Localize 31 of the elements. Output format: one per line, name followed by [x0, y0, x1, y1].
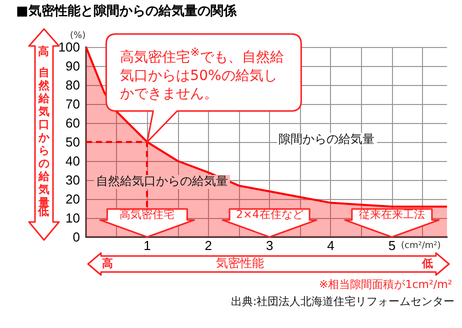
annotation: 高気密住宅 [120, 208, 175, 222]
annotation: 高気密住宅$^{※}$でも、自然給気口からは50%の給気しかできません。 [120, 45, 285, 104]
x-tick-label: 2 [204, 238, 212, 253]
y-tick-label: 80 [66, 78, 80, 92]
y-tick-label: 20 [66, 192, 80, 206]
y-tick-label: 40 [66, 154, 80, 168]
annotation: 従来在来工法 [358, 208, 425, 222]
text: 高 [38, 45, 49, 59]
x-tick-label: 5 [388, 238, 396, 253]
x-tick-label: 4 [327, 238, 334, 253]
y-tick-label: 70 [66, 96, 80, 112]
y-tick-label: 90 [66, 58, 80, 74]
chart-title: ■気密性能と隙間からの給気量の関係 [16, 4, 236, 20]
y-tick-label: 50 [66, 134, 80, 150]
text: (cm²/m²) [401, 241, 441, 252]
text: 高 [102, 257, 113, 271]
y-tick-label: 0 [72, 230, 80, 244]
x-tick-label: 1 [144, 238, 151, 253]
annotation: 隙間からの給気量 [276, 132, 376, 146]
y-tick-label: 60 [66, 116, 80, 130]
text: (%) [70, 31, 86, 42]
y-axis-title: 自然給気口からの給気量 [94, 174, 230, 189]
text: ※相当隙間面積が1cm²/m² [319, 278, 452, 292]
source-note: 出典:社団法人北海道住宅リフォームセンター [231, 295, 455, 309]
y-tick-label: 100 [58, 40, 80, 54]
text: 低 [422, 257, 433, 271]
y-tick-label: 30 [66, 172, 80, 188]
y-tick-label: 10 [66, 210, 80, 226]
annotation: 2×4在住など [236, 208, 304, 222]
x-tick-label: 3 [266, 238, 274, 253]
x-axis-title: 気密性能 [216, 256, 264, 271]
